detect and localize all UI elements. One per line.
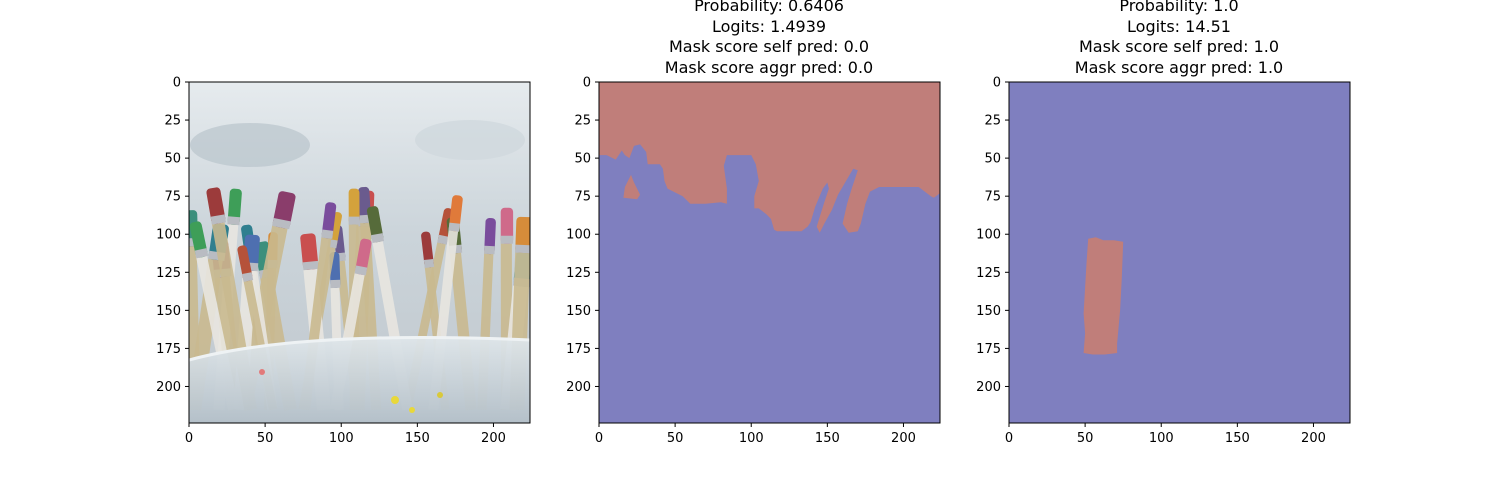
panel-2-title-line-3: Mask score self pred: 0.0 — [669, 37, 869, 56]
panel-2-mask — [599, 82, 940, 423]
panel-2-axes: 0 50 100 150 200 0 25 50 75 100 125 150 175 200 — [566, 76, 941, 446]
y-tick-label: 0 — [583, 76, 591, 91]
x-tick-label: 0 — [1005, 431, 1013, 446]
panel-1-axes: 0 50 100 150 200 0 25 50 75 100 125 150 175 200 — [156, 76, 531, 446]
y-tick-label: 150 — [976, 304, 1001, 319]
panel-3-title-line-4: Mask score aggr pred: 1.0 — [1075, 58, 1283, 77]
y-tick-label: 25 — [574, 114, 591, 129]
panel-3-axes: 0 50 100 150 200 0 25 50 75 100 125 150 175 200 — [976, 76, 1351, 446]
y-tick-label: 0 — [993, 76, 1001, 91]
panel-2-title-line-4: Mask score aggr pred: 0.0 — [665, 58, 873, 77]
x-tick-label: 150 — [1225, 431, 1250, 446]
panel-3-title-line-2: Logits: 14.51 — [1127, 17, 1231, 36]
x-tick-label: 200 — [891, 431, 916, 446]
y-tick-label: 150 — [156, 304, 181, 319]
y-tick-label: 200 — [566, 380, 591, 395]
y-tick-label: 150 — [566, 304, 591, 319]
x-tick-label: 200 — [481, 431, 506, 446]
panel-3-mask — [1009, 82, 1350, 423]
panel-1 — [189, 82, 530, 423]
y-tick-label: 100 — [976, 228, 1001, 243]
x-tick-label: 150 — [405, 431, 430, 446]
y-tick-label: 0 — [173, 76, 181, 91]
photo-paint-brushes — [189, 82, 530, 423]
y-tick-label: 75 — [164, 190, 181, 205]
y-tick-label: 75 — [984, 190, 1001, 205]
y-tick-label: 100 — [156, 228, 181, 243]
y-tick-label: 200 — [156, 380, 181, 395]
panel-3-title-line-1: Probability: 1.0 — [1119, 0, 1238, 15]
y-tick-label: 175 — [566, 342, 591, 357]
panel-3-mask-background — [1009, 82, 1350, 423]
panel-3: Probability: 1.0 Logits: 14.51 Mask scor… — [1009, 0, 1350, 423]
panel-2-title: Probability: 0.6406 Logits: 1.4939 Mask … — [665, 0, 873, 77]
y-tick-label: 125 — [976, 266, 1001, 281]
panel-2: Probability: 0.6406 Logits: 1.4939 Mask … — [599, 0, 940, 423]
panel-3-title: Probability: 1.0 Logits: 14.51 Mask scor… — [1075, 0, 1283, 77]
x-tick-label: 150 — [815, 431, 840, 446]
x-tick-label: 0 — [595, 431, 603, 446]
y-tick-label: 25 — [164, 114, 181, 129]
y-tick-label: 50 — [574, 152, 591, 167]
axes-frame — [1008, 81, 1351, 424]
y-tick-label: 175 — [976, 342, 1001, 357]
x-tick-label: 100 — [739, 431, 764, 446]
x-tick-label: 50 — [1077, 431, 1094, 446]
x-tick-label: 50 — [257, 431, 274, 446]
y-tick-label: 175 — [156, 342, 181, 357]
x-tick-label: 200 — [1301, 431, 1326, 446]
panel-2-title-line-1: Probability: 0.6406 — [694, 0, 844, 15]
axes-frame — [598, 81, 941, 424]
y-tick-label: 100 — [566, 228, 591, 243]
y-tick-label: 200 — [976, 380, 1001, 395]
x-tick-label: 0 — [185, 431, 193, 446]
x-tick-label: 100 — [1149, 431, 1174, 446]
y-tick-label: 125 — [156, 266, 181, 281]
axes-frame — [188, 81, 531, 424]
y-tick-label: 75 — [574, 190, 591, 205]
y-tick-label: 125 — [566, 266, 591, 281]
y-tick-label: 50 — [984, 152, 1001, 167]
y-tick-label: 25 — [984, 114, 1001, 129]
panel-3-mask-region — [1083, 237, 1124, 355]
panel-2-title-line-2: Logits: 1.4939 — [712, 17, 826, 36]
panel-3-title-line-3: Mask score self pred: 1.0 — [1079, 37, 1279, 56]
panel-2-mask-region — [599, 82, 940, 233]
x-tick-label: 100 — [329, 431, 354, 446]
y-tick-label: 50 — [164, 152, 181, 167]
x-tick-label: 50 — [667, 431, 684, 446]
